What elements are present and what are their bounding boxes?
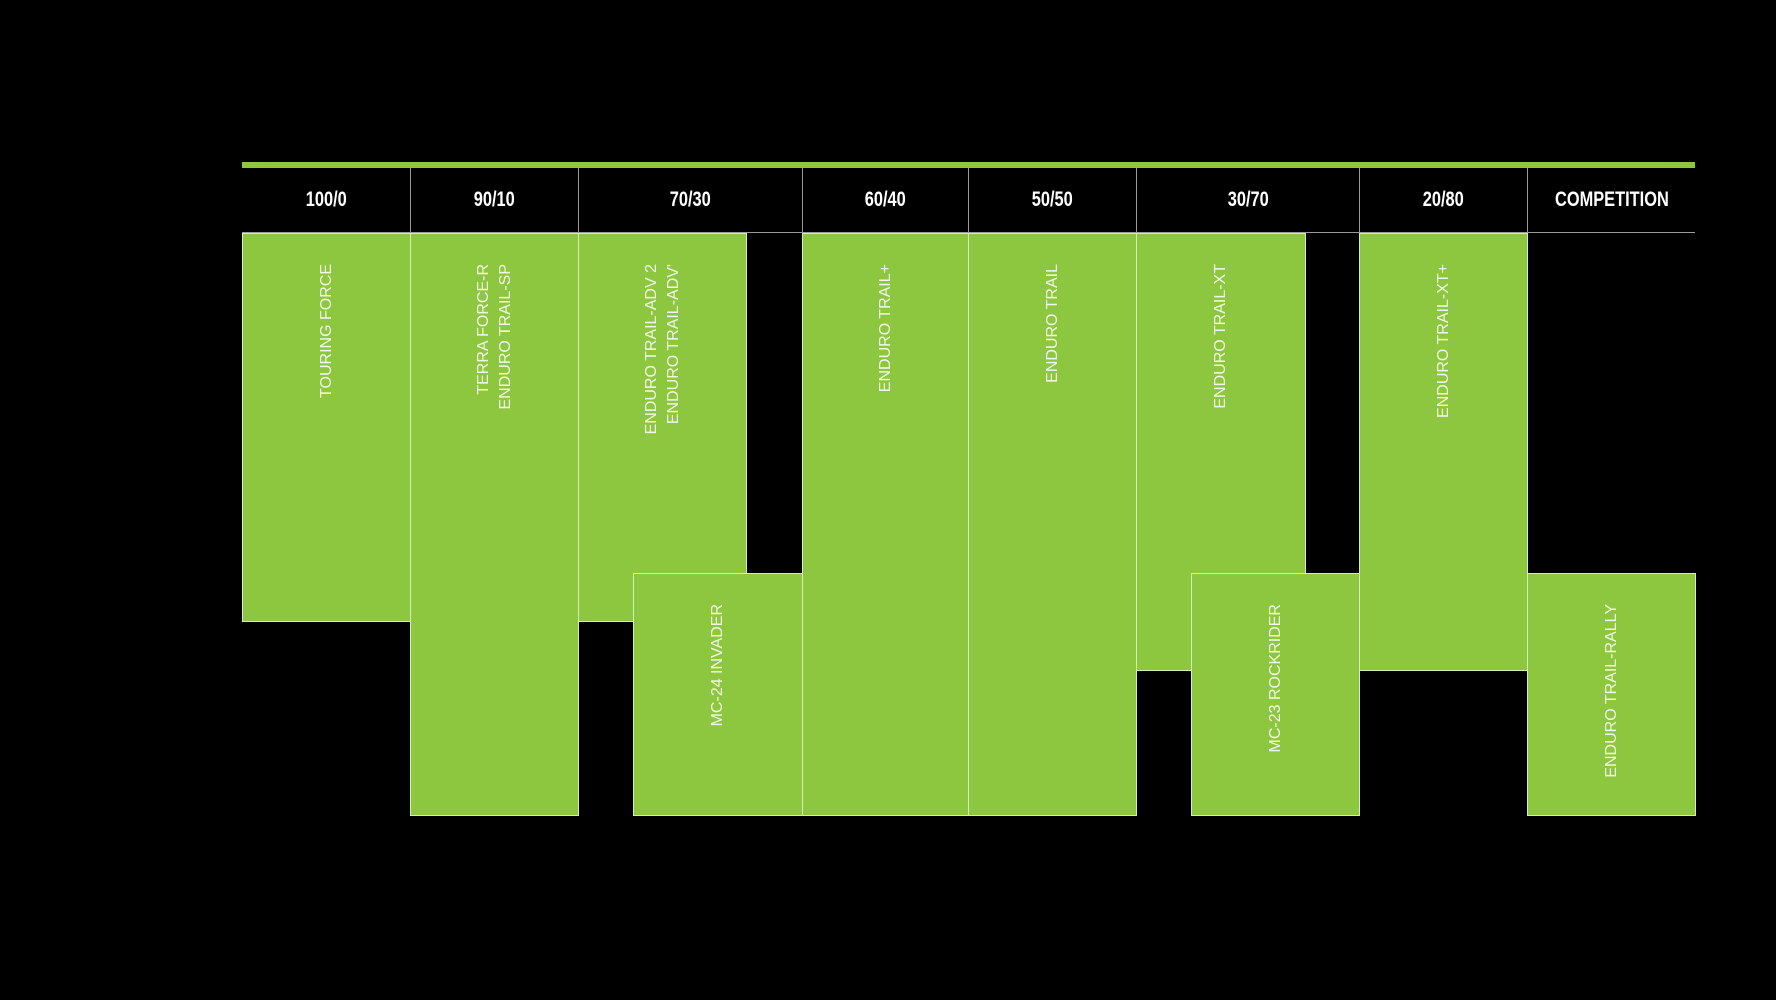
column-header-30-70: 30/70 [1136,168,1359,233]
product-label: ENDURO TRAIL-RALLY [1602,604,1620,778]
column-label: 30/70 [1227,188,1269,211]
product-enduro-trail: ENDURO TRAIL [968,233,1137,816]
product-label: ENDURO TRAIL+ [876,264,894,393]
column-label: COMPETITION [1554,188,1669,211]
product-enduro-trail-xt-plus: ENDURO TRAIL-XT+ [1359,233,1528,671]
product-mc24-invader: MC-24 INVADER [633,573,803,816]
column-label: 90/10 [474,188,515,211]
column-header-competition: COMPETITION [1527,168,1695,233]
column-label: 100/0 [305,188,347,211]
product-label: TERRA FORCE-R ENDURO TRAIL-SP [474,264,514,410]
header-accent-line [242,162,1695,168]
product-mc23-rockrider: MC-23 ROCKRIDER [1191,573,1360,816]
column-label: 50/50 [1032,188,1073,211]
product-label: ENDURO TRAIL-XT+ [1434,264,1452,418]
column-header-20-80: 20/80 [1359,168,1527,233]
column-label: 70/30 [670,188,711,211]
column-header-60-40: 60/40 [802,168,968,233]
product-label: ENDURO TRAIL [1043,264,1061,383]
column-label: 60/40 [865,188,906,211]
product-label: MC-24 INVADER [709,604,726,727]
column-header-50-50: 50/50 [968,168,1136,233]
column-label: 20/80 [1423,188,1464,211]
product-enduro-trail-adv: ENDURO TRAIL-ADV 2 ENDURO TRAIL-ADV' [578,233,747,622]
product-enduro-trail-plus: ENDURO TRAIL+ [802,233,969,816]
product-terra-force: TERRA FORCE-R ENDURO TRAIL-SP [410,233,579,816]
column-header-100-0: 100/0 [242,168,410,233]
product-label: ENDURO TRAIL-ADV 2 ENDURO TRAIL-ADV' [642,264,682,435]
product-label: TOURING FORCE [317,264,335,398]
product-label: MC-23 ROCKRIDER [1266,604,1284,753]
column-header-70-30: 70/30 [578,168,802,233]
product-touring-force: TOURING FORCE [242,233,411,622]
product-label: ENDURO TRAIL-XT [1212,264,1229,409]
product-enduro-trail-rally: ENDURO TRAIL-RALLY [1527,573,1696,816]
column-header-90-10: 90/10 [410,168,578,233]
